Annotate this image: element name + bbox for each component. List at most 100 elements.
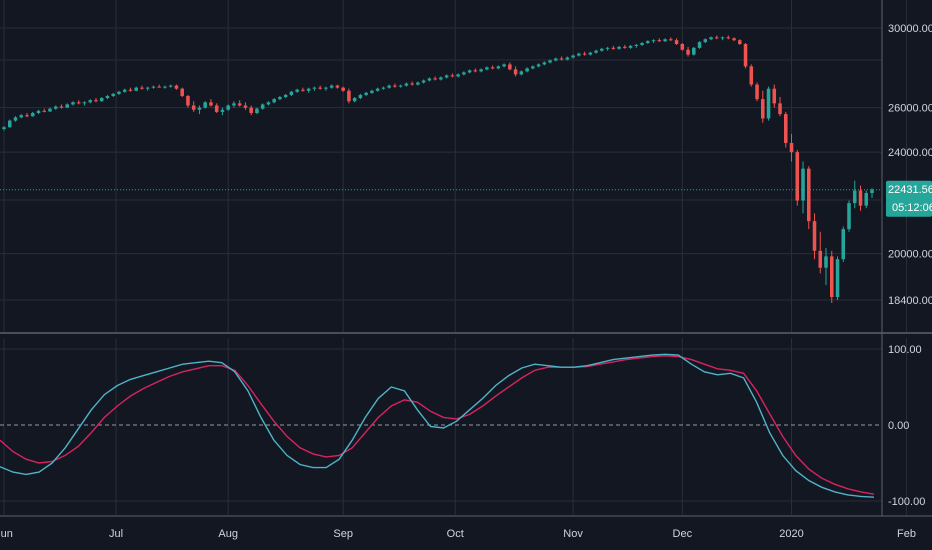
candle-body [559,58,564,60]
last-price-tag [886,180,932,217]
candle-body [19,115,24,118]
candle-body [278,97,282,100]
candle-body [784,114,788,143]
candle-body [283,94,288,98]
oscillator-pane [0,353,882,498]
candle-body [502,64,506,67]
candle-body [197,107,202,110]
candle-body [582,53,587,55]
candle-body [600,48,604,51]
candle-body [870,189,874,194]
candle-body [347,90,351,102]
candle-body [669,39,673,41]
candle-body [536,64,541,67]
candle-body [490,67,495,69]
candle-body [680,43,685,50]
candle-body [720,37,725,39]
candle-body [370,90,374,93]
candle-body [157,86,161,88]
oscillator-tick-label: 100.00 [888,344,922,356]
time-tick-label: Oct [447,528,464,540]
candle-body [755,84,759,100]
candle-body [88,100,92,103]
candle-body [456,74,460,77]
time-tick-label: 2020 [779,528,803,540]
candle-body [2,127,6,130]
countdown-label: 05:12:06 [892,202,932,214]
candle-body [59,106,64,108]
candle-body [628,45,633,48]
candle-body [128,89,133,91]
candle-body [847,203,851,230]
oscillator-tick-label: -100.00 [888,496,925,508]
candle-body [272,99,276,103]
candle-body [393,85,397,87]
candle-body [554,58,558,61]
candle-body [427,78,432,81]
candle-body [249,107,253,113]
price-tick-label: 20000.000 [888,249,932,261]
time-tick-label: Dec [673,528,693,540]
candle-body [778,103,782,115]
candlestick-series [2,35,874,304]
candle-body [53,106,58,109]
candle-body [726,37,731,39]
candle-body [358,94,363,99]
candle-body [611,47,616,49]
time-tick-label: Jun [0,528,13,540]
candle-body [801,168,805,201]
candle-body [94,100,98,102]
candle-body [163,86,167,88]
oscillator-tick-label: 0.00 [888,420,909,432]
candle-body [519,71,524,75]
candle-body [795,152,800,201]
candle-body [318,87,322,89]
slow-line-series [0,355,875,495]
candle-body [145,87,150,89]
candle-body [473,70,478,72]
time-tick-label: Sep [333,528,353,540]
candle-body [111,93,115,96]
candle-body [824,256,828,268]
candle-body [703,39,708,43]
candle-body [76,102,81,104]
candle-body [697,42,702,48]
last-price-label: 22431.560 [888,184,932,196]
candle-body [623,46,627,48]
candle-body [30,112,35,117]
candle-body [617,46,621,49]
candle-body [151,86,156,88]
candle-body [772,88,777,104]
candle-body [835,259,840,297]
price-tick-label: 24000.000 [888,147,932,159]
candle-body [25,115,29,117]
candle-body [542,62,547,65]
candle-body [594,50,598,53]
candle-body [36,110,41,113]
candle-body [657,40,662,42]
candle-body [364,92,368,95]
price-tick-label: 18400.000 [888,295,932,307]
candle-body [646,41,650,44]
candle-body [531,66,535,69]
candle-body [387,85,391,88]
candle-body [209,102,213,106]
candle-body [186,95,190,106]
candle-body [738,40,742,44]
candle-body [375,88,380,91]
candle-body [433,78,437,80]
candle-body [117,91,121,94]
candle-body [732,38,736,41]
candle-body [255,108,259,113]
candle-body [479,69,483,72]
time-tick-label: Feb [897,528,916,540]
candle-body [605,47,610,49]
candle-body [444,75,449,78]
candle-body [140,87,144,89]
candle-body [82,102,87,104]
candle-body [692,47,696,55]
candle-body [312,87,317,89]
candle-body [329,85,334,88]
candle-body [295,89,299,92]
